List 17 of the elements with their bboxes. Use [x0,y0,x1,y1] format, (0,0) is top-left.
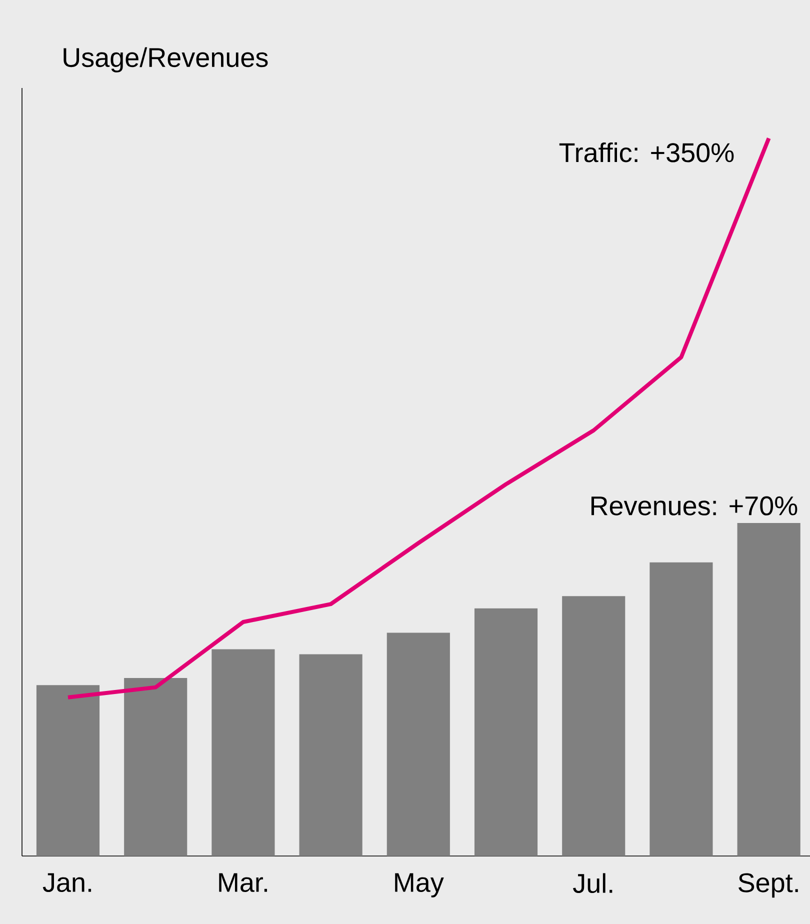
x-tick-label: Mar. [218,873,267,892]
bar [124,678,187,856]
bar [299,654,362,856]
bar [36,685,100,856]
series-label: Traffic: +350% [559,142,734,162]
series-label: Revenues: +70% [591,496,797,516]
bar [211,649,275,856]
x-tick-label: Sept. [738,873,798,898]
x-tick-label: May [394,873,444,898]
y-axis-title: Usage/Revenues [64,47,268,72]
bar [562,596,625,856]
bar [737,522,800,856]
bar [474,608,538,856]
bar [649,562,713,856]
x-tick-label: Jul. [572,873,612,894]
bar [386,632,450,856]
x-tick-label: Jan. [42,873,91,892]
